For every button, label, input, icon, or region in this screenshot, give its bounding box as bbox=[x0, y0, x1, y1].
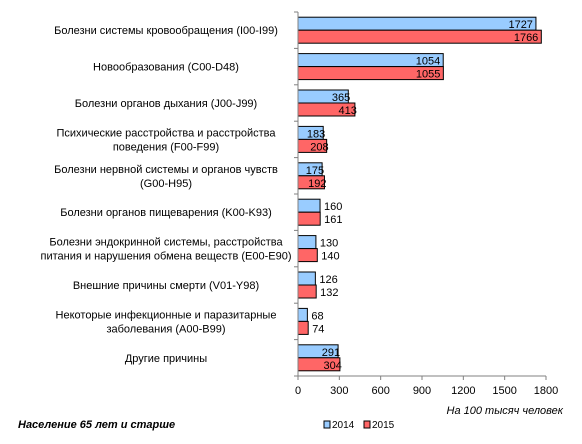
x-axis-label: На 100 тысяч человек bbox=[447, 405, 564, 417]
x-tick-label: 300 bbox=[330, 385, 348, 397]
category-label: Болезни эндокринной системы, расстройств… bbox=[41, 237, 292, 263]
x-tick-label: 600 bbox=[371, 385, 389, 397]
legend-swatch-2014 bbox=[323, 420, 331, 429]
bar-2014 bbox=[297, 271, 316, 286]
category-label-line: Болезни эндокринной системы, расстройств… bbox=[49, 237, 283, 249]
category-label: Некоторые инфекционные и паразитарные заб… bbox=[56, 309, 277, 335]
legend-label-2014: 2014 bbox=[332, 420, 355, 431]
bar-2015 bbox=[297, 248, 318, 263]
bar-2014 bbox=[297, 16, 537, 31]
x-tick-label: 1500 bbox=[492, 385, 516, 397]
category-label: Другие причины bbox=[125, 353, 207, 365]
x-tick-label: 1200 bbox=[451, 385, 475, 397]
value-label-2014: 365 bbox=[332, 92, 350, 104]
category-label-line: поведения (F00-F99) bbox=[113, 141, 219, 153]
bar-2014 bbox=[297, 307, 308, 322]
category-label: Психические расстройства и расстройства п… bbox=[57, 127, 277, 153]
category-label-line: Новообразования (C00-D48) bbox=[93, 62, 239, 74]
value-label-2014: 68 bbox=[311, 310, 323, 322]
category-label-line: питания и нарушения обмена веществ (E00-… bbox=[41, 251, 292, 263]
value-label-2014: 126 bbox=[319, 274, 337, 286]
value-label-2015: 1766 bbox=[514, 32, 538, 44]
value-label-2015: 132 bbox=[320, 287, 338, 299]
x-tick-label: 0 bbox=[295, 385, 301, 397]
category-labels: Болезни системы кровообращения (I00-I99)… bbox=[41, 11, 298, 377]
bar-2014 bbox=[297, 198, 321, 213]
legend-label-2015: 2015 bbox=[372, 420, 395, 431]
x-tick-label: 1800 bbox=[534, 385, 558, 397]
x-tick-label: 900 bbox=[413, 385, 431, 397]
value-label-2014: 130 bbox=[320, 238, 338, 250]
value-label-2015: 161 bbox=[324, 214, 342, 226]
category-label-line: Болезни системы кровообращения (I00-I99) bbox=[54, 25, 278, 37]
value-label-2015: 413 bbox=[339, 105, 357, 117]
category-label: Новообразования (C00-D48) bbox=[93, 62, 239, 74]
value-label-2015: 192 bbox=[308, 178, 326, 190]
value-label-2014: 160 bbox=[324, 201, 342, 213]
category-label-line: Некоторые инфекционные и паразитарные bbox=[56, 309, 277, 321]
legend: 2014 2015 bbox=[323, 420, 395, 431]
value-label-2015: 1055 bbox=[416, 69, 440, 81]
value-label-2014: 183 bbox=[307, 128, 325, 140]
category-label-line: Другие причины bbox=[125, 353, 207, 365]
category-label-line: Болезни органов дыхания (J00-J99) bbox=[75, 98, 257, 110]
legend-swatch-2015 bbox=[363, 420, 371, 429]
category-label: Болезни органов дыхания (J00-J99) bbox=[75, 98, 257, 110]
category-label-line: заболевания (A00-B99) bbox=[106, 323, 225, 335]
category-label-line: Внешние причины смерти (V01-Y98) bbox=[73, 280, 259, 292]
bar-2015 bbox=[297, 29, 542, 44]
category-label-line: (G00-H95) bbox=[140, 178, 192, 190]
bar-2015 bbox=[297, 284, 317, 299]
value-label-2014: 1727 bbox=[508, 19, 532, 31]
value-label-2015: 304 bbox=[324, 360, 342, 372]
category-label: Болезни органов пищеварения (K00-K93) bbox=[60, 207, 272, 219]
x-ticks: 0 300 600 900 1200 1500 1800 bbox=[295, 376, 558, 397]
bar-2015 bbox=[297, 211, 321, 226]
category-label-line: Психические расстройства и расстройства bbox=[57, 127, 277, 139]
value-label-2015: 208 bbox=[310, 141, 328, 153]
value-label-2014: 175 bbox=[306, 165, 324, 177]
bar-2014 bbox=[297, 235, 317, 250]
category-label: Болезни нервной системы и органов чувств… bbox=[54, 164, 278, 190]
category-label: Болезни системы кровообращения (I00-I99) bbox=[54, 25, 278, 37]
bars bbox=[297, 16, 542, 372]
category-label-line: Болезни нервной системы и органов чувств bbox=[54, 164, 278, 176]
footer-note: Население 65 лет и старше bbox=[18, 419, 175, 431]
value-label-2014: 1054 bbox=[416, 56, 440, 68]
value-label-2014: 291 bbox=[322, 347, 340, 359]
category-label: Внешние причины смерти (V01-Y98) bbox=[73, 280, 259, 292]
category-label-line: Болезни органов пищеварения (K00-K93) bbox=[60, 207, 272, 219]
value-label-2015: 140 bbox=[321, 251, 339, 263]
bar-2015 bbox=[297, 320, 309, 335]
value-label-2015: 74 bbox=[312, 323, 324, 335]
